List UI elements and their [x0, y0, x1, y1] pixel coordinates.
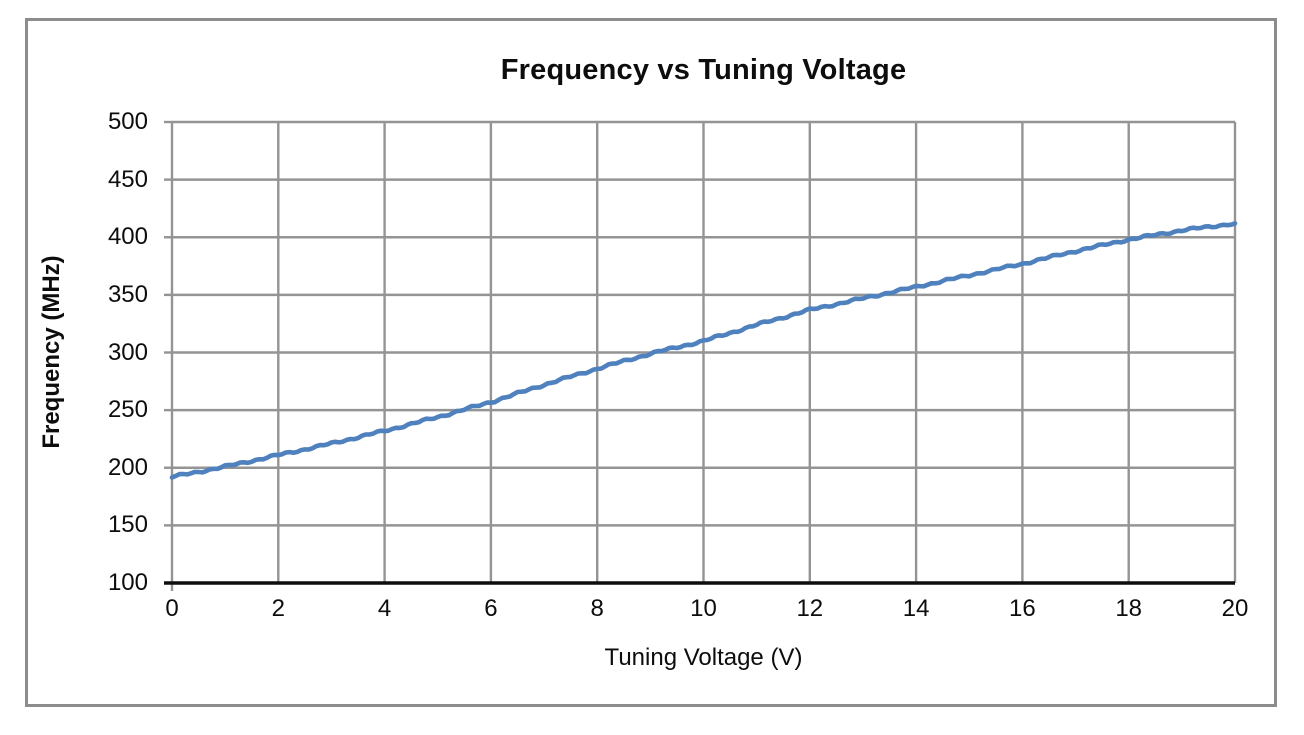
x-tick-label: 6: [484, 595, 498, 622]
x-tick-label: 14: [902, 595, 930, 622]
x-tick-label: 12: [796, 595, 824, 622]
series-line-frequency: [169, 221, 1238, 480]
chart-title: Frequency vs Tuning Voltage: [500, 54, 907, 86]
chart-border: [25, 18, 1277, 707]
x-tick-label: 16: [1009, 595, 1036, 622]
y-tick-label: 250: [107, 396, 148, 424]
x-axis-title: Tuning Voltage (V): [604, 644, 803, 671]
y-tick-label: 450: [107, 165, 148, 193]
x-tick-label: 10: [690, 595, 717, 622]
x-tick-label: 4: [377, 595, 392, 622]
y-tick-label: 400: [107, 223, 148, 251]
y-tick-label: 100: [107, 569, 148, 596]
x-tick-label: 0: [165, 595, 179, 622]
x-tick-label: 18: [1115, 595, 1143, 622]
y-tick-label: 350: [107, 280, 148, 308]
x-tick-label: 8: [590, 595, 604, 622]
x-tick-label: 20: [1221, 595, 1249, 622]
x-tick-label: 2: [271, 595, 285, 622]
y-tick-label: 200: [107, 453, 148, 481]
y-tick-label: 300: [107, 338, 148, 366]
y-tick-label: 150: [107, 511, 148, 539]
y-tick-label: 500: [107, 108, 148, 135]
